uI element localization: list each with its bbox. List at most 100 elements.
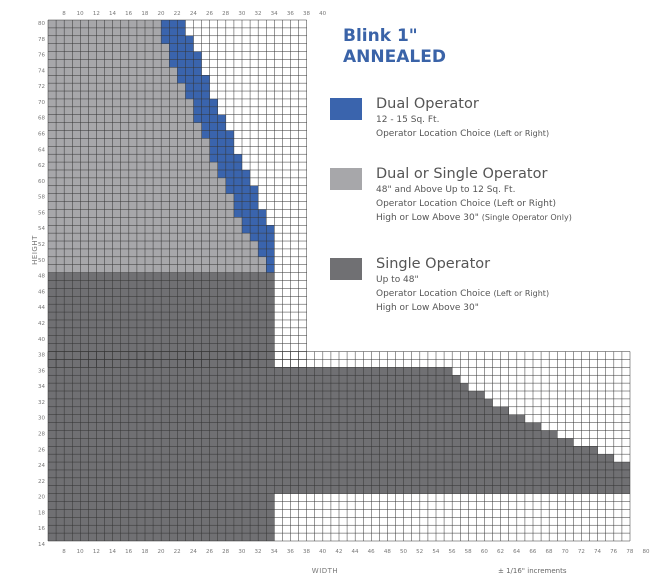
- blue-region-row: [226, 178, 250, 186]
- blue-region-row: [210, 138, 234, 146]
- blue-region-row: [161, 20, 185, 28]
- top-x-tick-label: 16: [125, 11, 132, 17]
- blue-region-row: [194, 99, 218, 107]
- y-tick-labels: 8078767472706866646260585654525048464442…: [38, 21, 45, 548]
- y-tick-label: 66: [38, 132, 45, 138]
- y-tick-label: 64: [38, 147, 45, 153]
- x-tick-label: 68: [546, 549, 553, 555]
- y-tick-label: 28: [38, 431, 45, 437]
- top-x-tick-label: 32: [255, 11, 262, 17]
- light-region-row: [48, 52, 169, 60]
- legend-location-note: (Single Operator Only): [482, 213, 572, 222]
- blue-region-row: [161, 28, 185, 36]
- top-x-tick-label: 28: [222, 11, 229, 17]
- blue-region-row: [234, 202, 258, 210]
- blue-region-row: [266, 257, 274, 265]
- y-tick-label: 74: [38, 68, 45, 74]
- top-x-tick-label: 20: [158, 11, 165, 17]
- x-tick-label: 44: [352, 549, 359, 555]
- top-x-tick-label: 14: [109, 11, 116, 17]
- y-tick-label: 48: [38, 274, 45, 280]
- y-tick-label: 24: [38, 463, 45, 469]
- light-region-row: [48, 44, 169, 52]
- light-region-row: [48, 209, 234, 217]
- x-tick-label: 36: [287, 549, 294, 555]
- x-tick-label: 66: [529, 549, 536, 555]
- x-tick-label: 80: [643, 549, 650, 555]
- blue-region-row: [210, 146, 234, 154]
- y-tick-label: 42: [38, 321, 45, 327]
- x-tick-label: 60: [481, 549, 488, 555]
- top-x-tick-label: 30: [238, 11, 245, 17]
- x-tick-label: 42: [335, 549, 342, 555]
- y-tick-label: 44: [38, 305, 45, 311]
- y-tick-label: 34: [38, 384, 45, 390]
- legend-label: Dual or Single Operator: [376, 166, 656, 183]
- x-tick-label: 56: [449, 549, 456, 555]
- y-tick-label: 46: [38, 289, 45, 295]
- legend-detail: Operator Location Choice (Left or Right): [376, 287, 656, 301]
- legend-swatch-dual-or-single: [330, 168, 362, 190]
- x-tick-label: 74: [594, 549, 601, 555]
- y-tick-label: 72: [38, 84, 45, 90]
- title-line: Blink 1": [343, 26, 446, 47]
- light-region-row: [48, 59, 169, 67]
- x-tick-label: 62: [497, 549, 504, 555]
- y-tick-label: 22: [38, 479, 45, 485]
- y-tick-label: 80: [38, 21, 45, 27]
- light-region-row: [48, 131, 202, 139]
- y-tick-label: 26: [38, 447, 45, 453]
- top-x-tick-label: 26: [206, 11, 213, 17]
- x-axis-title: WIDTH: [312, 567, 338, 575]
- x-tick-label: 24: [190, 549, 197, 555]
- x-tick-label: 54: [432, 549, 439, 555]
- top-x-tick-label: 8: [62, 11, 66, 17]
- y-tick-label: 62: [38, 163, 45, 169]
- y-tick-label: 30: [38, 416, 45, 422]
- legend-detail: High or Low Above 30": [376, 301, 656, 315]
- legend-detail: Operator Location Choice (Left or Right): [376, 127, 656, 141]
- footnote: ± 1/16" increments: [498, 567, 567, 575]
- y-tick-label: 56: [38, 210, 45, 216]
- x-tick-label: 28: [222, 549, 229, 555]
- legend-location-note: (Left or Right): [493, 289, 549, 298]
- blue-region-row: [185, 91, 209, 99]
- light-region-row: [48, 162, 218, 170]
- y-tick-label: 20: [38, 495, 45, 501]
- y-tick-label: 14: [38, 542, 45, 548]
- light-region-row: [48, 194, 234, 202]
- blue-region-row: [194, 107, 218, 115]
- blue-region-row: [185, 83, 209, 91]
- blue-region-row: [242, 217, 266, 225]
- light-region-row: [48, 170, 218, 178]
- y-tick-label: 50: [38, 258, 45, 264]
- y-axis-title: HEIGHT: [31, 235, 39, 265]
- top-x-tick-label: 22: [174, 11, 181, 17]
- top-x-tick-label: 38: [303, 11, 310, 17]
- x-tick-label: 38: [303, 549, 310, 555]
- legend-detail: 12 - 15 Sq. Ft.: [376, 113, 656, 127]
- x-tick-label: 40: [319, 549, 326, 555]
- blue-region-row: [218, 162, 242, 170]
- legend-location: Operator Location Choice: [376, 129, 491, 139]
- light-region-row: [48, 83, 185, 91]
- y-tick-label: 60: [38, 179, 45, 185]
- x-tick-label: 76: [610, 549, 617, 555]
- y-tick-label: 40: [38, 337, 45, 343]
- x-tick-label: 46: [368, 549, 375, 555]
- x-tick-label: 48: [384, 549, 391, 555]
- top-x-tick-label: 10: [77, 11, 84, 17]
- legend-location: Operator Location Choice: [376, 289, 491, 299]
- legend-label: Single Operator: [376, 256, 656, 273]
- top-x-tick-label: 40: [319, 11, 326, 17]
- x-tick-label: 78: [626, 549, 633, 555]
- y-tick-label: 52: [38, 242, 45, 248]
- y-tick-label: 38: [38, 353, 45, 359]
- blue-region-row: [250, 233, 274, 241]
- y-tick-label: 16: [38, 526, 45, 532]
- y-tick-label: 58: [38, 195, 45, 201]
- legend-detail: 48" and Above Up to 12 Sq. Ft.: [376, 183, 656, 197]
- x-tick-label: 14: [109, 549, 116, 555]
- light-region-row: [48, 123, 202, 131]
- y-tick-label: 78: [38, 37, 45, 43]
